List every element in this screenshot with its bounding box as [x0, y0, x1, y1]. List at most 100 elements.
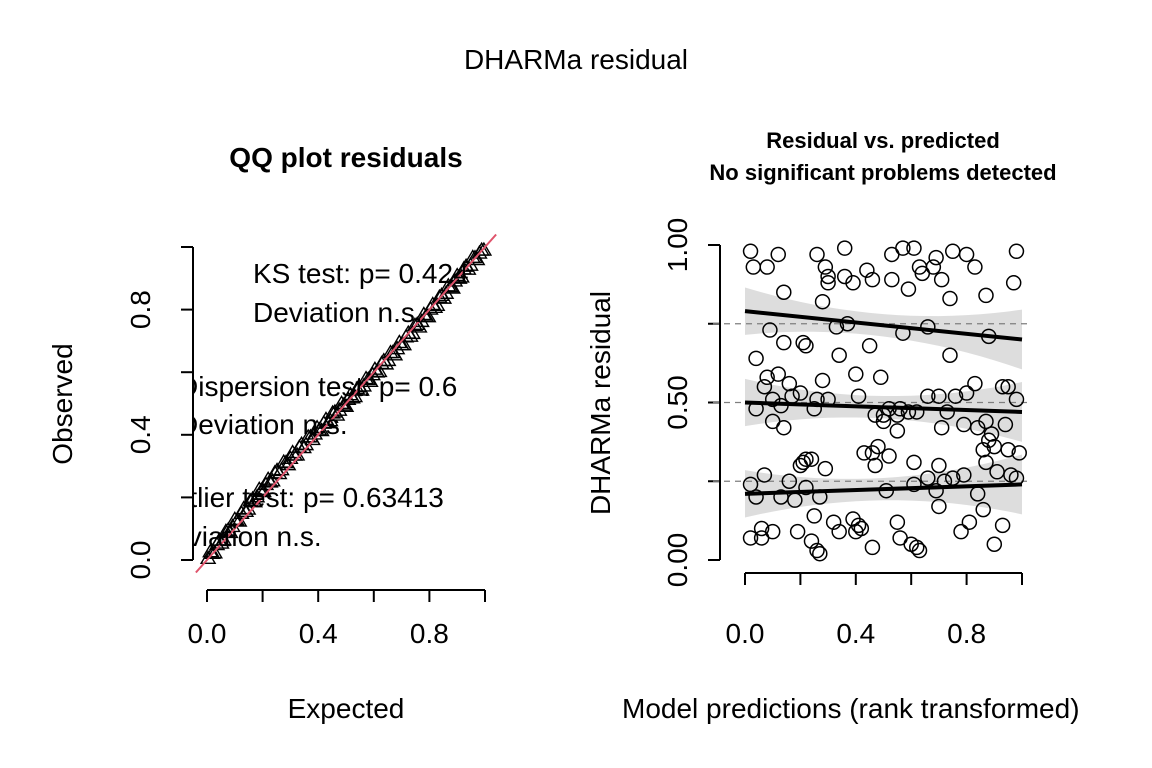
residual-point: [748, 350, 764, 367]
residual-point: [781, 375, 798, 392]
residual-point: [825, 514, 842, 530]
residual-point: [770, 366, 786, 382]
residual-point: [945, 243, 961, 260]
residual-subtitle: No significant problems detected: [709, 160, 1056, 185]
residual-point: [967, 375, 983, 392]
residual-point: [831, 523, 847, 540]
residual-point: [850, 388, 867, 404]
qq-title: QQ plot residuals: [229, 142, 462, 173]
residual-point: [942, 290, 958, 307]
residual-point: [884, 246, 900, 263]
residual-point: [795, 334, 811, 351]
residual-point: [859, 262, 875, 278]
residual-point: [953, 523, 969, 540]
residual-point: [947, 388, 964, 404]
residual-quantile-fits: [744, 309, 1023, 496]
residual-x-tick-label: 0.0: [726, 618, 765, 649]
qq-annotation: Deviation n.s.: [178, 409, 348, 440]
qq-point: [451, 269, 468, 284]
residual-point: [814, 293, 831, 310]
residual-title: Residual vs. predicted: [766, 128, 1000, 153]
residual-point: [742, 243, 759, 260]
residual-quantile-fit-line: [744, 400, 1023, 414]
qq-point: [337, 398, 355, 413]
residual-point: [906, 454, 922, 471]
qq-point: [466, 249, 484, 264]
residual-point: [848, 366, 864, 382]
qq-annotation: Outlier test: p= 0.63413: [152, 482, 444, 513]
residual-point: [820, 268, 836, 285]
residual-point: [986, 536, 1003, 552]
residual-point: [870, 438, 886, 455]
residual-point: [958, 385, 975, 401]
qq-axes: 0.0 0.4 0.8 0.0 0.4 0.8: [125, 246, 486, 649]
residual-point: [942, 347, 958, 363]
qq-point: [319, 414, 337, 429]
residual-x-tick-label: 0.8: [947, 618, 986, 649]
residual-point: [864, 271, 881, 288]
residual-point: [889, 423, 906, 439]
residual-point: [742, 530, 759, 546]
residual-point: [864, 539, 881, 556]
qq-point: [384, 344, 401, 359]
residual-point: [911, 542, 928, 559]
qq-point: [431, 288, 448, 303]
residual-point: [1011, 445, 1027, 461]
residual-y-tick-label: 1.00: [662, 218, 693, 273]
residual-point: [776, 334, 792, 351]
residual-x-tick-label: 0.4: [836, 618, 875, 649]
qq-point: [242, 492, 259, 507]
residual-quantile-fit-line: [744, 482, 1023, 496]
residual-point: [776, 419, 792, 436]
residual-point: [806, 508, 822, 524]
residual-point: [831, 347, 847, 363]
qq-annotation: Deviation n.s.: [152, 521, 322, 552]
residual-point: [812, 545, 828, 562]
qq-point: [277, 454, 295, 469]
residual-point: [889, 514, 906, 530]
residual-point: [748, 489, 764, 505]
residual-point: [1008, 243, 1025, 260]
residual-point: [756, 379, 773, 395]
qq-y-label: Observed: [47, 343, 78, 464]
residual-point: [956, 467, 972, 483]
residual-point: [931, 498, 947, 515]
residual-point: [881, 448, 897, 464]
residual-point: [753, 530, 770, 546]
residual-point: [845, 275, 861, 291]
residual-point: [900, 404, 917, 420]
qq-point: [262, 473, 279, 488]
qq-point: [251, 481, 268, 496]
residual-point: [914, 265, 931, 282]
qq-point: [331, 401, 348, 416]
residual-point: [969, 419, 986, 436]
qq-annotation: Deviation n.s.: [253, 297, 423, 328]
residual-point: [814, 372, 831, 389]
residual-point: [798, 479, 814, 496]
residual-point: [872, 369, 889, 386]
figure-title: DHARMa residual: [464, 44, 688, 75]
residual-point: [994, 517, 1011, 534]
qq-annotation: Dispersion test: p= 0.6: [178, 371, 457, 402]
residual-point: [776, 284, 792, 300]
residual-point: [817, 259, 834, 275]
qq-point: [360, 371, 377, 386]
qq-point: [266, 464, 284, 479]
residual-point: [809, 246, 825, 263]
qq-x-label: Expected: [288, 693, 405, 724]
residual-point: [817, 460, 834, 477]
residual-point: [928, 482, 944, 499]
residual-point: [753, 520, 770, 537]
residual-point: [762, 322, 778, 338]
residual-point: [994, 379, 1011, 395]
qq-y-tick-label: 0.0: [125, 541, 156, 580]
residual-point: [906, 240, 922, 256]
residual-point: [908, 404, 925, 420]
residual-point: [759, 259, 775, 275]
residual-point: [789, 523, 806, 540]
residual-y-tick-label: 0.50: [662, 375, 693, 430]
residual-confidence-band: [745, 378, 1022, 442]
residual-x-label: Model predictions (rank transformed): [622, 693, 1080, 724]
qq-x-tick-label: 0.4: [299, 618, 338, 649]
residual-point: [920, 470, 936, 486]
